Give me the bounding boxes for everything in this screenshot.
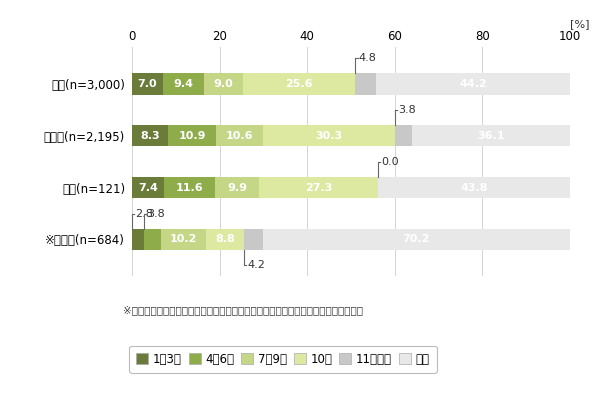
Text: 43.8: 43.8 <box>460 182 488 193</box>
Text: 10.2: 10.2 <box>170 234 197 244</box>
Text: 8.8: 8.8 <box>215 234 235 244</box>
Text: 0.0: 0.0 <box>381 157 399 167</box>
Bar <box>161 229 206 250</box>
Bar <box>395 125 412 147</box>
Text: 10.6: 10.6 <box>226 130 253 141</box>
Bar <box>243 73 355 95</box>
Text: 9.9: 9.9 <box>227 182 247 193</box>
Bar <box>263 229 570 250</box>
Bar <box>259 177 378 199</box>
Text: 9.4: 9.4 <box>173 79 193 89</box>
Text: 44.2: 44.2 <box>460 79 487 89</box>
Text: 3.8: 3.8 <box>148 209 165 219</box>
Bar <box>164 177 215 199</box>
Text: 4.8: 4.8 <box>358 53 376 63</box>
Text: 11.6: 11.6 <box>176 182 203 193</box>
Bar <box>215 177 259 199</box>
Bar <box>376 73 570 95</box>
Text: 4.2: 4.2 <box>247 260 265 270</box>
Bar <box>355 73 376 95</box>
Text: 8.3: 8.3 <box>140 130 160 141</box>
Text: 25.6: 25.6 <box>286 79 313 89</box>
Text: 70.2: 70.2 <box>403 234 430 244</box>
Bar <box>412 125 570 147</box>
Text: 9.0: 9.0 <box>214 79 233 89</box>
Text: [%]: [%] <box>570 19 589 29</box>
Text: 7.0: 7.0 <box>137 79 157 89</box>
Text: 30.3: 30.3 <box>316 130 343 141</box>
Text: 36.1: 36.1 <box>477 130 505 141</box>
Bar <box>263 125 395 147</box>
Bar <box>244 229 263 250</box>
Bar <box>169 125 216 147</box>
Legend: 1〜3日, 4〜6日, 7〜9日, 10日, 11日以上, 未定: 1〜3日, 4〜6日, 7〜9日, 10日, 11日以上, 未定 <box>129 346 437 373</box>
Bar <box>216 125 263 147</box>
Bar <box>132 125 169 147</box>
Bar <box>132 229 144 250</box>
Text: 7.4: 7.4 <box>138 182 158 193</box>
Bar <box>206 229 244 250</box>
Bar <box>204 73 243 95</box>
Bar <box>132 73 163 95</box>
Text: 27.3: 27.3 <box>305 182 332 193</box>
Bar <box>163 73 204 95</box>
Text: 2.8: 2.8 <box>135 209 153 219</box>
Bar <box>378 177 570 199</box>
Text: 3.8: 3.8 <box>398 105 416 115</box>
Text: 10.9: 10.9 <box>178 130 206 141</box>
Text: ※職業について、「専業主婦／主夫」「無職／退職」「その他」と回答した方の合計: ※職業について、「専業主婦／主夫」「無職／退職」「その他」と回答した方の合計 <box>123 305 363 316</box>
Bar <box>144 229 161 250</box>
Bar <box>132 177 164 199</box>
